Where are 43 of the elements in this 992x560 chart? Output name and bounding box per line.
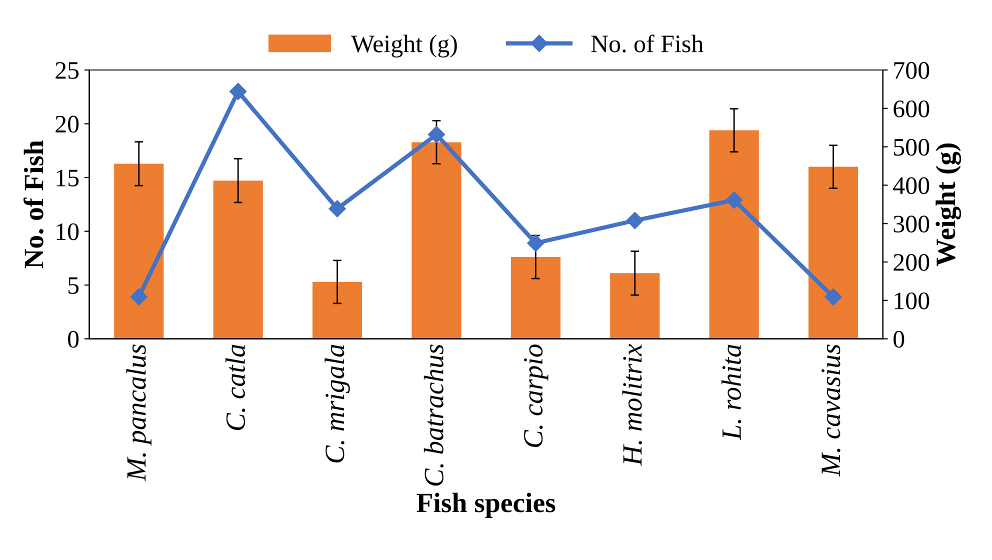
bar <box>213 180 263 339</box>
y2-tick-label: 500 <box>894 138 930 156</box>
x-tick-label: C. carpio <box>524 344 548 448</box>
x-tick-label: C. mrigala <box>324 344 350 463</box>
bar <box>610 273 660 339</box>
y-tick-label: 15 <box>56 170 79 186</box>
bar <box>412 142 462 339</box>
point <box>626 212 644 230</box>
point <box>230 82 247 100</box>
point <box>726 192 743 209</box>
x-tick-label: C. catla <box>225 344 246 430</box>
y2-tick-label: 700 <box>894 62 930 79</box>
bar <box>114 164 164 339</box>
y2-tick-label: 600 <box>894 100 930 118</box>
x-tick-label: H. molitrix <box>622 344 642 466</box>
y-tick-label: 10 <box>56 223 79 240</box>
y-axis-title: No. of Fish <box>24 140 44 268</box>
y-tick-label: 5 <box>68 277 79 294</box>
x-tick-label: C. batrachus <box>424 344 444 486</box>
point <box>130 288 148 306</box>
x-axis-title: Fish species <box>416 492 556 518</box>
bar <box>312 282 362 339</box>
y2-axis-title: Weight (g) <box>936 144 962 266</box>
x-tick-label: M. pancalus <box>126 344 152 482</box>
x-tick-label: M. cavasius <box>822 344 840 477</box>
y2-tick-label: 200 <box>894 254 930 271</box>
y-tick-label: 25 <box>56 62 79 79</box>
y-tick-label: 20 <box>56 116 79 133</box>
legend-label: Weight (g) <box>351 34 457 58</box>
point <box>328 200 346 218</box>
y2-tick-label: 100 <box>894 292 930 310</box>
x-tick-label: L. rohita <box>721 344 742 440</box>
bar <box>709 130 759 339</box>
bar <box>808 166 858 339</box>
y2-tick-label: 0 <box>894 330 904 348</box>
bar <box>510 257 560 339</box>
y-tick-label: 0 <box>68 330 79 348</box>
y2-tick-label: 300 <box>894 216 930 233</box>
y2-tick-label: 400 <box>893 177 930 194</box>
legend-label: No. of Fish <box>591 34 704 52</box>
point <box>527 234 544 252</box>
point <box>428 126 446 144</box>
point <box>824 288 842 306</box>
